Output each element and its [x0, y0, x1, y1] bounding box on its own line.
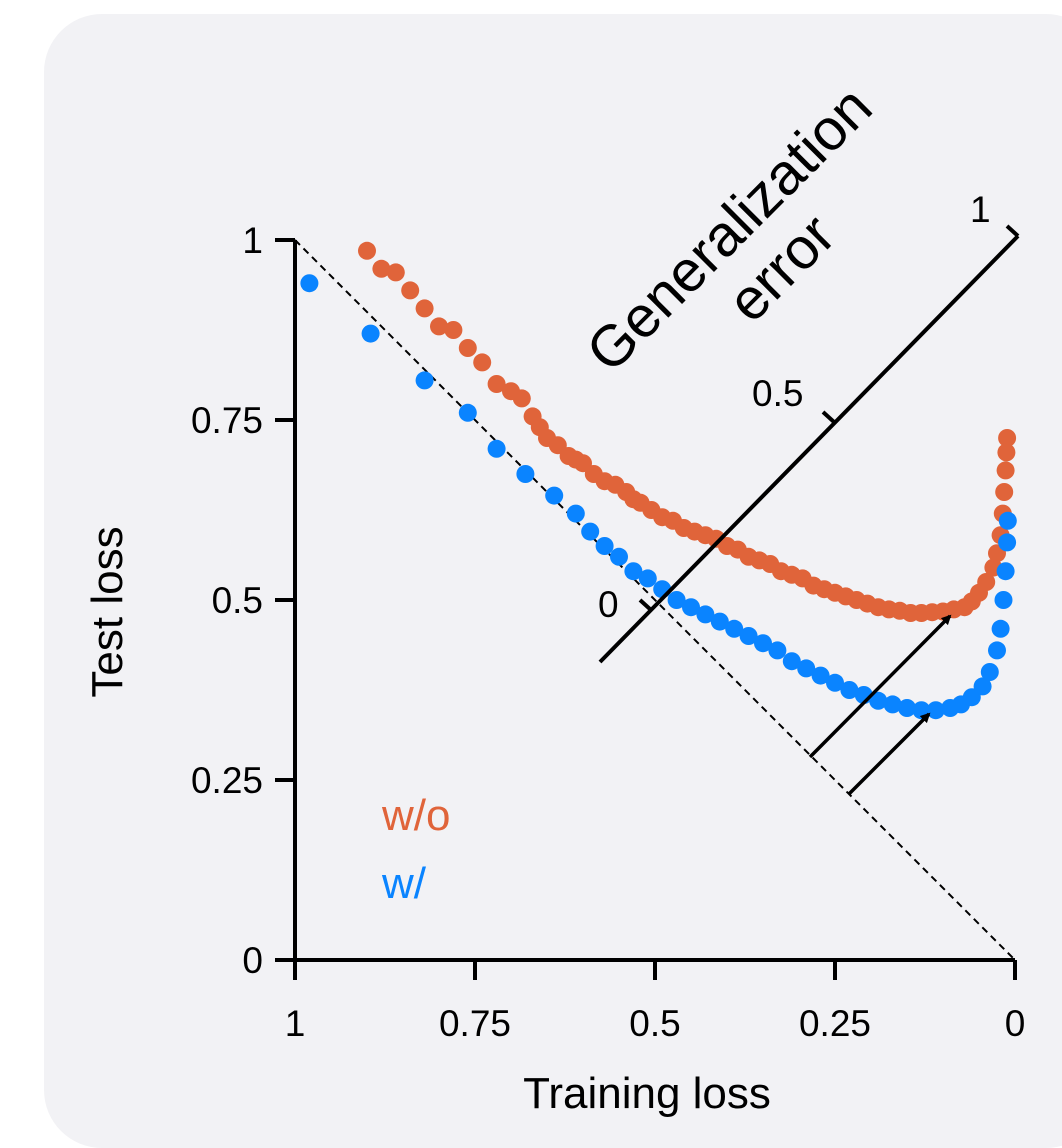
legend-label-with: w/: [381, 859, 427, 908]
data-point-with: [869, 691, 888, 710]
data-point-with: [988, 641, 1006, 660]
data-point-with: [624, 562, 643, 581]
gen-axis-tick-1: [1005, 224, 1020, 238]
gap-arrow-without: [808, 614, 952, 759]
data-point-with: [458, 403, 477, 422]
data-point-without: [444, 321, 463, 339]
x-axis-title: Training loss: [523, 1069, 771, 1118]
data-point-with: [811, 666, 830, 685]
y-axis-title: Test loss: [83, 526, 132, 697]
data-point-with: [782, 652, 801, 671]
x-tick-label: 0.5: [629, 1003, 680, 1044]
data-point-without: [430, 317, 448, 336]
data-point-with: [973, 677, 992, 696]
data-point-with: [883, 695, 902, 714]
data-point-without: [977, 573, 996, 591]
gen-axis-label-1: 1: [970, 189, 991, 230]
data-point-with: [725, 619, 744, 638]
gap-arrow-with: [847, 712, 931, 796]
data-point-with: [980, 663, 999, 681]
data-point-with: [545, 486, 564, 505]
y-tick-label: 0.5: [212, 580, 263, 621]
data-point-with: [566, 504, 585, 523]
data-point-with: [739, 627, 758, 645]
x-tick-label: 0.75: [439, 1003, 511, 1044]
data-point-with: [696, 605, 715, 624]
y-axis-ticks: 1 0.75 0.5 0.25 0: [191, 220, 295, 981]
series-without: [358, 241, 1017, 622]
data-point-with: [840, 681, 859, 699]
data-point-with: [710, 612, 729, 631]
data-point-with: [581, 522, 600, 541]
data-point-with: [361, 324, 380, 343]
data-point-with: [991, 619, 1010, 638]
y-tick-label: 0: [242, 940, 263, 981]
data-point-with: [797, 659, 816, 678]
data-point-with: [487, 439, 506, 458]
data-point-with: [653, 580, 672, 599]
data-point-with: [595, 537, 614, 555]
data-point-with: [610, 547, 628, 566]
data-point-without: [997, 443, 1016, 462]
data-point-without: [998, 429, 1017, 447]
gen-axis-tick-0.5: [821, 410, 836, 424]
gen-axis-label-0.5: 0.5: [752, 373, 803, 414]
data-point-with: [898, 699, 916, 717]
data-point-with: [926, 701, 945, 720]
data-point-without: [401, 281, 420, 300]
data-point-without: [386, 263, 405, 282]
gen-axis-label-0: 0: [598, 584, 619, 625]
data-point-with: [768, 641, 787, 660]
data-point-with: [415, 371, 434, 390]
data-point-with: [516, 465, 535, 483]
data-point-without: [458, 339, 477, 357]
y-tick-label: 1: [242, 220, 263, 261]
x-tick-label: 1: [285, 1003, 306, 1044]
data-point-without: [358, 241, 376, 260]
x-axis-ticks: 1 0.75 0.5 0.25 0: [285, 960, 1026, 1044]
data-point-with: [996, 562, 1015, 581]
data-point-with: [638, 569, 657, 588]
data-point-with: [754, 634, 772, 653]
data-point-with: [998, 511, 1017, 530]
data-point-with: [826, 673, 844, 692]
series-with: [300, 274, 1017, 720]
legend-label-without: w/o: [381, 791, 450, 840]
data-point-with: [998, 533, 1017, 552]
diagonal-reference-line: [294, 239, 1016, 961]
data-point-without: [415, 299, 434, 318]
data-point-with: [667, 591, 686, 609]
gen-axis-title-line1: Generalization: [574, 74, 884, 384]
data-point-without: [996, 461, 1015, 480]
data-point-without: [995, 483, 1014, 501]
data-point-with: [682, 598, 700, 617]
y-tick-label: 0.25: [191, 760, 263, 801]
y-tick-label: 0.75: [191, 400, 263, 441]
gen-axis-tick-0: [638, 598, 653, 612]
x-tick-label: 0: [1005, 1003, 1026, 1044]
data-point-without: [473, 353, 492, 372]
data-point-with: [994, 591, 1013, 609]
data-point-without: [372, 259, 391, 278]
x-tick-label: 0.25: [799, 1003, 871, 1044]
data-point-without: [487, 375, 506, 393]
data-point-with: [300, 274, 319, 293]
data-point-without: [512, 389, 531, 408]
gen-axis-line: [598, 234, 1020, 664]
